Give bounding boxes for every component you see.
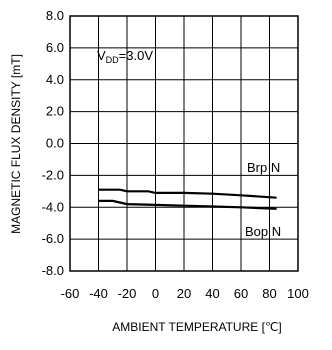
x-tick-label: -60 (61, 286, 80, 301)
y-tick-labels: 8.0 6.0 4.0 2.0 0.0 -2.0 -4.0 -6.0 -8.0 (42, 8, 64, 278)
series-line-bop-n (98, 199, 277, 210)
x-tick-label: -40 (89, 286, 108, 301)
y-axis-title: MAGNETIC FLUX DENSITY [mT] (9, 54, 23, 234)
series-label-bop-n: Bop N (245, 224, 281, 239)
x-tick-label: -20 (118, 286, 137, 301)
series-lines (98, 188, 277, 210)
y-tick-label: 4.0 (46, 72, 64, 87)
y-tick-label: 2.0 (46, 104, 64, 119)
y-tick-label: -8.0 (42, 263, 64, 278)
series-line-brp-n (98, 188, 277, 199)
x-tick-label: 80 (262, 286, 276, 301)
y-tick-label: 0.0 (46, 136, 64, 151)
vdd-suffix: =3.0V (119, 48, 154, 63)
vdd-annotation: VDD=3.0V (97, 48, 153, 65)
x-tick-labels: -60 -40 -20 0 20 40 60 80 100 (61, 286, 309, 301)
y-tick-label: -2.0 (42, 167, 64, 182)
y-tick-label: 6.0 (46, 40, 64, 55)
y-tick-label: -4.0 (42, 199, 64, 214)
plot-frame (69, 15, 299, 272)
x-tick-label: 100 (287, 286, 309, 301)
x-tick-label: 0 (152, 286, 159, 301)
series-label-brp-n: Brp N (247, 160, 280, 175)
x-axis-title: AMBIENT TEMPERATURE [℃] (112, 320, 282, 334)
vdd-subscript: DD (106, 55, 119, 65)
y-tick-label: 8.0 (46, 8, 64, 23)
vdd-prefix: V (97, 48, 106, 63)
x-tick-label: 20 (177, 286, 191, 301)
x-tick-label: 40 (205, 286, 219, 301)
x-tick-label: 60 (234, 286, 248, 301)
y-tick-label: -6.0 (42, 231, 64, 246)
